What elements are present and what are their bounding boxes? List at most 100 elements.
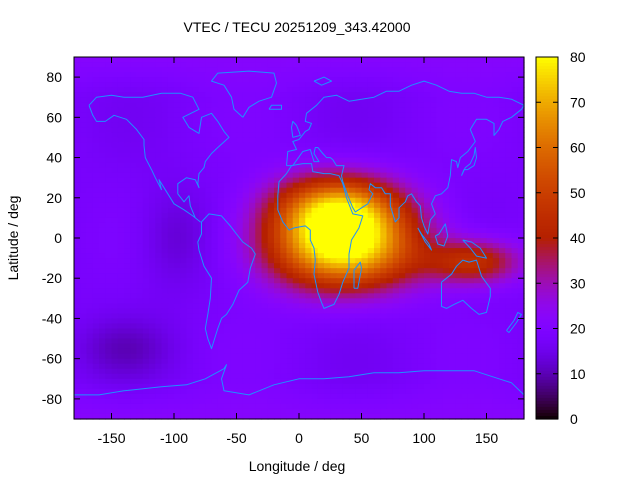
heatmap-cell (411, 187, 419, 194)
heatmap-cell (349, 338, 356, 345)
heatmap-cell (174, 197, 181, 204)
heatmap-cell (436, 177, 444, 184)
heatmap-cell (280, 227, 288, 234)
heatmap-cell (436, 82, 444, 88)
heatmap-cell (267, 157, 275, 164)
heatmap-cell (149, 253, 156, 259)
heatmap-cell (230, 268, 238, 274)
heatmap-cell (492, 238, 500, 244)
heatmap-cell (117, 137, 125, 144)
heatmap-cell (261, 132, 269, 139)
heatmap-cell (461, 207, 469, 214)
heatmap-cell (299, 288, 306, 294)
heatmap-cell (317, 232, 325, 239)
heatmap-cell (467, 137, 475, 144)
heatmap-cell (342, 343, 350, 350)
heatmap-cell (267, 298, 275, 304)
heatmap-cell (86, 268, 94, 274)
heatmap-cell (399, 57, 406, 63)
heatmap-cell (230, 328, 238, 335)
heatmap-cell (149, 258, 156, 264)
heatmap-cell (311, 222, 319, 229)
heatmap-cell (267, 263, 275, 269)
heatmap-cell (130, 187, 138, 194)
heatmap-cell (405, 253, 413, 259)
heatmap-cell (374, 227, 381, 234)
heatmap-cell (424, 283, 431, 289)
heatmap-cell (305, 82, 313, 88)
heatmap-cell (380, 283, 388, 289)
heatmap-cell (467, 278, 475, 284)
heatmap-cell (155, 258, 163, 264)
heatmap-cell (199, 212, 206, 219)
heatmap-cell (92, 238, 100, 244)
heatmap-cell (361, 67, 369, 73)
heatmap-cell (311, 293, 319, 299)
heatmap-cell (86, 207, 94, 214)
heatmap-cell (330, 323, 338, 330)
heatmap-cell (167, 238, 175, 244)
heatmap-cell (386, 132, 394, 139)
heatmap-cell (286, 378, 294, 385)
heatmap-cell (380, 217, 388, 224)
heatmap-cell (130, 87, 138, 93)
heatmap-cell (361, 172, 369, 179)
heatmap-cell (499, 308, 506, 315)
heatmap-cell (174, 132, 181, 139)
heatmap-cell (374, 238, 381, 244)
heatmap-cell (342, 147, 350, 154)
heatmap-cell (92, 72, 100, 78)
heatmap-cell (492, 288, 500, 294)
heatmap-cell (505, 117, 513, 123)
heatmap-cell (467, 77, 475, 83)
heatmap-cell (417, 172, 425, 179)
heatmap-cell (130, 308, 138, 315)
heatmap-cell (99, 187, 106, 194)
heatmap-cell (374, 217, 381, 224)
heatmap-cell (474, 303, 481, 309)
heatmap-cell (274, 283, 281, 289)
heatmap-cell (105, 187, 113, 194)
heatmap-cell (167, 217, 175, 224)
heatmap-cell (261, 278, 269, 284)
heatmap-cell (217, 82, 225, 88)
heatmap-cell (317, 172, 325, 179)
heatmap-cell (142, 87, 150, 93)
heatmap-cell (180, 253, 188, 259)
heatmap-cell (274, 263, 281, 269)
heatmap-cell (486, 107, 494, 113)
heatmap-cell (336, 62, 344, 68)
heatmap-cell (336, 92, 344, 98)
heatmap-cell (461, 388, 469, 395)
heatmap-cell (105, 318, 113, 325)
heatmap-cell (455, 57, 463, 63)
heatmap-cell (149, 328, 156, 335)
heatmap-cell (342, 77, 350, 83)
heatmap-cell (411, 373, 419, 380)
heatmap-cell (349, 222, 356, 229)
heatmap-cell (111, 333, 119, 340)
heatmap-cell (342, 182, 350, 189)
heatmap-cell (124, 167, 131, 174)
heatmap-cell (480, 288, 488, 294)
heatmap-cell (442, 343, 450, 350)
heatmap-cell (192, 238, 200, 244)
heatmap-cell (286, 72, 294, 78)
heatmap-cell (311, 77, 319, 83)
heatmap-cell (411, 207, 419, 214)
heatmap-cell (324, 212, 331, 219)
heatmap-cell (436, 358, 444, 365)
heatmap-cell (336, 132, 344, 139)
heatmap-cell (461, 87, 469, 93)
heatmap-cell (74, 107, 81, 113)
heatmap-cell (111, 187, 119, 194)
heatmap-cell (405, 343, 413, 350)
heatmap-cell (417, 308, 425, 315)
heatmap-cell (224, 393, 231, 400)
heatmap-cell (261, 368, 269, 375)
heatmap-cell (261, 253, 269, 259)
heatmap-cell (249, 77, 256, 83)
heatmap-cell (317, 383, 325, 390)
heatmap-cell (186, 187, 194, 194)
heatmap-cell (436, 72, 444, 78)
